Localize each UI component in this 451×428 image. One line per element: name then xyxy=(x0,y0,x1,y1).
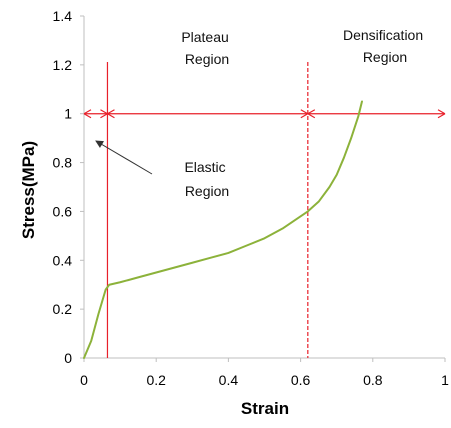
region-boundary-lines xyxy=(106,62,309,358)
y-tick-label: 1 xyxy=(64,106,72,122)
elastic-region-pointer-arrow xyxy=(95,140,153,175)
y-ticks: 0 0.2 0.4 0.6 0.8 1 1.2 1.4 xyxy=(53,8,84,366)
densification-region-label-line2: Region xyxy=(363,49,407,65)
plateau-region-label-line2: Region xyxy=(185,51,229,67)
x-tick-label: 1 xyxy=(441,372,449,388)
y-tick-label: 0.4 xyxy=(53,252,73,268)
x-tick-label: 0.4 xyxy=(219,372,239,388)
region-arrow xyxy=(83,109,446,119)
y-tick-label: 0.8 xyxy=(53,155,73,171)
plateau-region-label: Plateau Region xyxy=(181,29,232,67)
plateau-region-label-line1: Plateau xyxy=(181,29,228,45)
y-tick-label: 1.4 xyxy=(53,8,73,24)
region-arrow-head xyxy=(83,109,92,119)
densification-region-label: Densification Region xyxy=(343,27,427,65)
series xyxy=(83,100,363,359)
elastic-region-label-line2: Region xyxy=(185,183,229,199)
densification-region-label-line1: Densification xyxy=(343,27,423,43)
region-arrow-head xyxy=(300,109,309,119)
elastic-region-label: Elastic Region xyxy=(184,159,229,199)
elastic-region-label-line1: Elastic xyxy=(184,159,225,175)
y-axis-label: Stress(MPa) xyxy=(19,141,38,239)
y-tick-label: 0.6 xyxy=(53,203,73,219)
region-arrow-head xyxy=(107,109,115,119)
x-ticks: 0 0.2 0.4 0.6 0.8 1 xyxy=(80,358,449,388)
y-tick-label: 0 xyxy=(64,350,72,366)
x-tick-label: 0.6 xyxy=(291,372,311,388)
y-tick-label: 1.2 xyxy=(53,57,73,73)
region-arrow-head xyxy=(437,109,446,119)
region-arrow-head xyxy=(100,109,108,119)
x-tick-label: 0 xyxy=(80,372,88,388)
stress-strain-curve xyxy=(83,100,363,359)
axes xyxy=(83,16,445,359)
y-tick-label: 0.2 xyxy=(53,301,73,317)
x-tick-label: 0.2 xyxy=(146,372,166,388)
region-arrow-head xyxy=(307,109,316,119)
x-tick-label: 0.8 xyxy=(363,372,383,388)
x-axis-label: Strain xyxy=(241,399,289,418)
